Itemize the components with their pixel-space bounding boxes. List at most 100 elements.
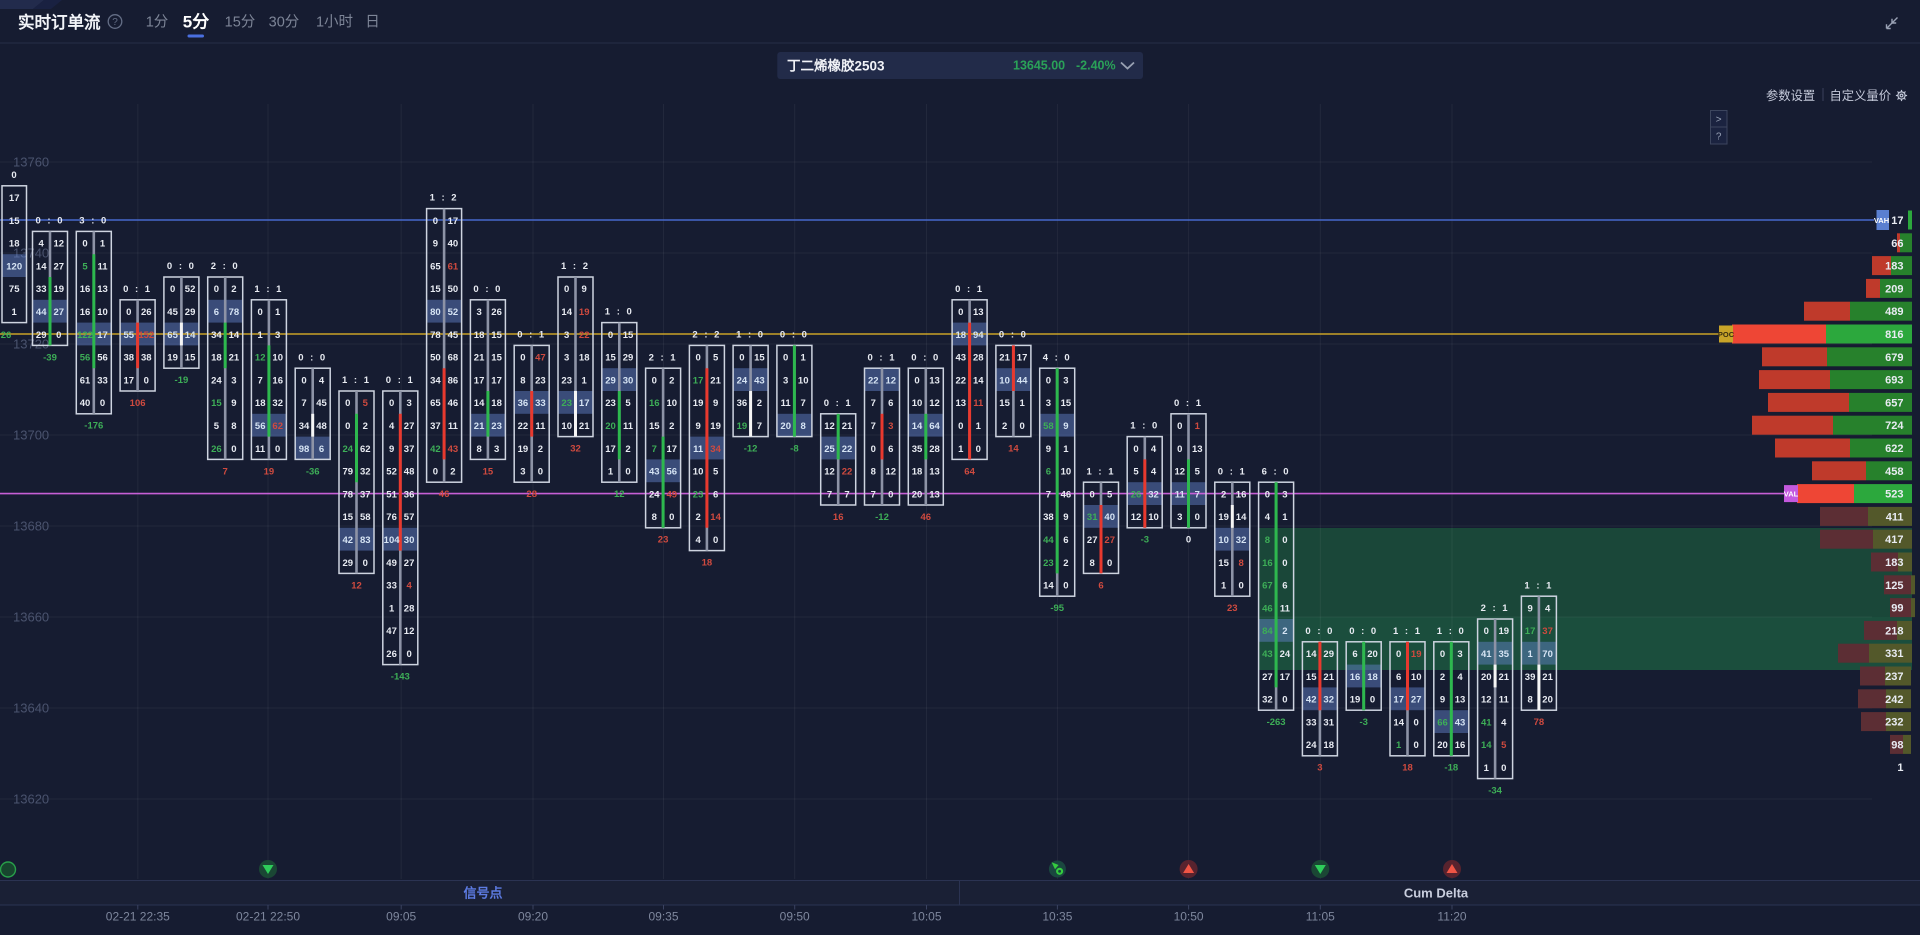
svg-text:16: 16 bbox=[272, 375, 283, 386]
svg-text:1 : 2: 1 : 2 bbox=[561, 261, 590, 272]
svg-text:14: 14 bbox=[1481, 740, 1492, 751]
svg-text:2: 2 bbox=[1002, 421, 1007, 432]
svg-text:18: 18 bbox=[956, 330, 967, 341]
svg-text:2: 2 bbox=[669, 375, 674, 386]
svg-text:43: 43 bbox=[1262, 649, 1273, 660]
svg-text:20: 20 bbox=[1481, 672, 1492, 683]
svg-text:2: 2 bbox=[757, 398, 762, 409]
svg-text:0 : 1: 0 : 1 bbox=[824, 398, 853, 409]
svg-text:0 : 0: 0 : 0 bbox=[298, 352, 327, 363]
svg-text:7: 7 bbox=[801, 398, 806, 409]
svg-text:10: 10 bbox=[693, 467, 704, 478]
svg-text:13: 13 bbox=[97, 284, 108, 295]
svg-text:12: 12 bbox=[824, 421, 835, 432]
svg-text:6: 6 bbox=[888, 398, 893, 409]
svg-text:1: 1 bbox=[1396, 740, 1402, 751]
svg-text:209: 209 bbox=[1885, 283, 1903, 295]
svg-text:0: 0 bbox=[520, 353, 525, 364]
svg-text:02-21 22:35: 02-21 22:35 bbox=[106, 910, 170, 924]
svg-text:-3: -3 bbox=[1141, 535, 1149, 546]
svg-text:0: 0 bbox=[345, 421, 350, 432]
svg-text:0: 0 bbox=[1177, 444, 1182, 455]
svg-text:丁二烯橡胶2503: 丁二烯橡胶2503 bbox=[787, 58, 885, 74]
svg-text:1 : 1: 1 : 1 bbox=[342, 375, 371, 386]
svg-text:18: 18 bbox=[9, 239, 20, 250]
svg-text:4: 4 bbox=[695, 535, 701, 546]
svg-text:331: 331 bbox=[1885, 648, 1903, 660]
svg-text:12: 12 bbox=[886, 375, 897, 386]
svg-text:3: 3 bbox=[1063, 375, 1068, 386]
svg-text:9: 9 bbox=[1046, 444, 1051, 455]
svg-text:3: 3 bbox=[1317, 763, 1322, 774]
svg-text:14: 14 bbox=[1043, 581, 1054, 592]
svg-text:0: 0 bbox=[433, 216, 438, 227]
svg-text:0: 0 bbox=[144, 375, 149, 386]
svg-text:0 : 1: 0 : 1 bbox=[386, 375, 415, 386]
svg-text:7: 7 bbox=[223, 466, 228, 477]
svg-text:17: 17 bbox=[1393, 695, 1404, 706]
svg-text:67: 67 bbox=[1262, 581, 1273, 592]
svg-text:40: 40 bbox=[80, 398, 91, 409]
svg-text:0: 0 bbox=[914, 375, 919, 386]
svg-text:42: 42 bbox=[343, 535, 354, 546]
svg-text:1: 1 bbox=[1221, 581, 1227, 592]
svg-text:98: 98 bbox=[299, 444, 310, 455]
svg-text:16: 16 bbox=[833, 512, 844, 523]
svg-text:10: 10 bbox=[1411, 672, 1422, 683]
svg-text:45: 45 bbox=[448, 330, 459, 341]
svg-text:65: 65 bbox=[430, 261, 441, 272]
svg-text:16: 16 bbox=[1236, 489, 1247, 500]
svg-text:1: 1 bbox=[275, 307, 281, 318]
svg-text:10:35: 10:35 bbox=[1042, 910, 1072, 924]
svg-text:-8: -8 bbox=[790, 444, 798, 455]
svg-text:38: 38 bbox=[141, 353, 152, 364]
svg-text:信号点: 信号点 bbox=[463, 886, 502, 901]
svg-text:23: 23 bbox=[561, 398, 572, 409]
svg-text:5: 5 bbox=[713, 467, 719, 478]
svg-text:22: 22 bbox=[579, 330, 590, 341]
svg-text:5: 5 bbox=[1107, 489, 1113, 500]
svg-text:17: 17 bbox=[1891, 215, 1903, 227]
svg-text:2: 2 bbox=[695, 512, 700, 523]
svg-text:3: 3 bbox=[476, 307, 481, 318]
svg-text:0: 0 bbox=[1484, 626, 1489, 637]
svg-text:36: 36 bbox=[518, 398, 529, 409]
svg-text:0 : 0: 0 : 0 bbox=[473, 284, 502, 295]
svg-text:0: 0 bbox=[100, 398, 105, 409]
svg-text:-3: -3 bbox=[1359, 717, 1367, 728]
svg-text:46: 46 bbox=[439, 489, 450, 500]
svg-text:26: 26 bbox=[491, 307, 502, 318]
svg-text:0: 0 bbox=[739, 353, 744, 364]
svg-text:12: 12 bbox=[255, 353, 266, 364]
svg-text:13: 13 bbox=[973, 307, 984, 318]
svg-text:30分: 30分 bbox=[269, 14, 300, 31]
svg-text:0 : 1: 0 : 1 bbox=[1218, 466, 1247, 477]
svg-text:17: 17 bbox=[667, 444, 678, 455]
svg-text:33: 33 bbox=[97, 375, 108, 386]
svg-text:27: 27 bbox=[54, 261, 65, 272]
svg-text:15: 15 bbox=[483, 466, 494, 477]
svg-text:19: 19 bbox=[693, 398, 704, 409]
svg-text:20: 20 bbox=[1542, 695, 1553, 706]
svg-text:61: 61 bbox=[80, 375, 91, 386]
svg-text:35: 35 bbox=[912, 444, 923, 455]
svg-text:0: 0 bbox=[871, 444, 876, 455]
svg-text:84: 84 bbox=[1262, 626, 1273, 637]
svg-text:9: 9 bbox=[713, 398, 718, 409]
svg-text:66: 66 bbox=[1891, 238, 1903, 250]
svg-text:3: 3 bbox=[1177, 512, 1182, 523]
svg-text:23: 23 bbox=[658, 535, 669, 546]
svg-text:17: 17 bbox=[579, 398, 590, 409]
svg-text:32: 32 bbox=[272, 398, 283, 409]
svg-text:0: 0 bbox=[1046, 375, 1051, 386]
svg-text:31: 31 bbox=[1087, 512, 1098, 523]
svg-text:21: 21 bbox=[1542, 672, 1553, 683]
svg-text:24: 24 bbox=[1306, 740, 1317, 751]
svg-text:33: 33 bbox=[1306, 717, 1317, 728]
svg-text:21: 21 bbox=[999, 353, 1010, 364]
svg-text:38: 38 bbox=[1043, 512, 1054, 523]
svg-text:1: 1 bbox=[976, 421, 982, 432]
svg-text:23: 23 bbox=[1043, 558, 1054, 569]
svg-text:18: 18 bbox=[1367, 672, 1378, 683]
svg-text:3: 3 bbox=[564, 353, 569, 364]
